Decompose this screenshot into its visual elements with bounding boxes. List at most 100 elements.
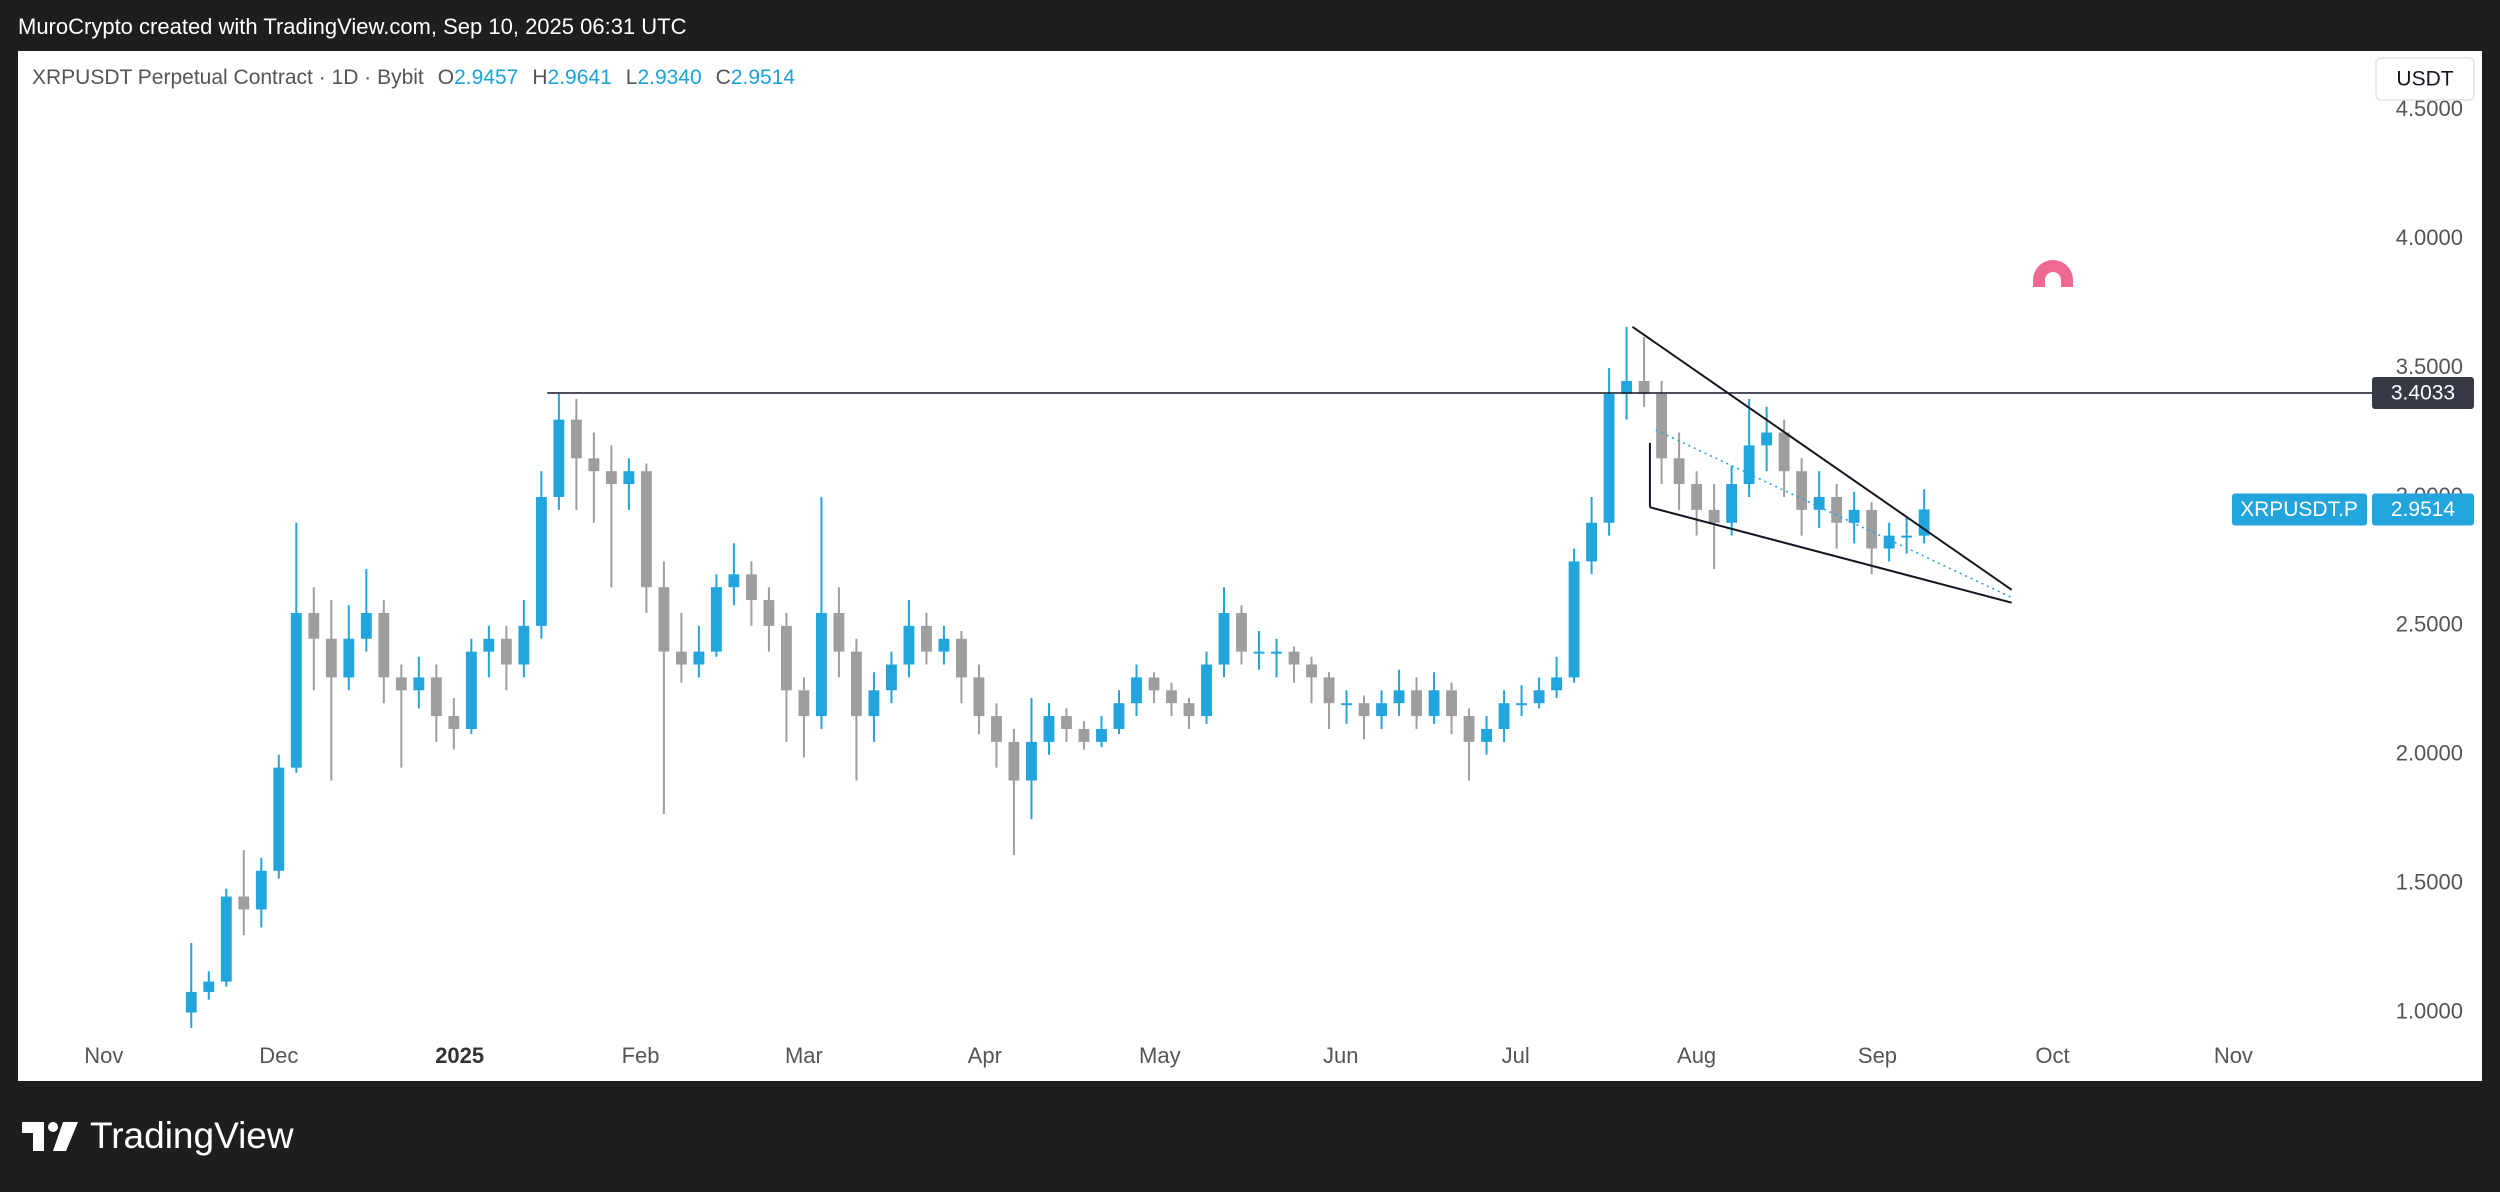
y-tick-label: 2.0000 [2396,741,2463,766]
candle-body [518,625,530,665]
x-tick-label: Jun [1323,1043,1358,1068]
candle-body [1341,703,1352,706]
x-tick-label: Sep [1858,1043,1897,1068]
logo-mark [22,1122,44,1151]
caption: MuroCrypto created with TradingView.com,… [18,14,687,39]
magnet-tip [2061,287,2073,294]
candle-body [203,981,215,992]
candle-body [570,419,582,459]
candle-body [290,612,302,768]
candle-body [1236,612,1247,652]
level-tag [2372,377,2474,410]
y-tick-label: 1.0000 [2396,998,2463,1023]
x-tick-label: Mar [785,1043,823,1068]
candle-body [1778,432,1790,472]
candle-body [851,651,862,717]
candle-body [1078,728,1090,742]
candle-body [1376,703,1387,717]
candle-body [1691,484,1703,510]
candle-body [1288,651,1300,665]
candle-body [693,651,705,665]
candle-body [1883,535,1895,549]
price-tag [2372,493,2474,526]
candle-body [1743,445,1755,485]
candle-body [255,870,267,910]
candle-body [465,651,477,729]
legend-key: L [625,66,638,89]
x-tick-label: Jul [1502,1043,1530,1068]
y-tick-label: 4.0000 [2396,225,2463,250]
candle-body [780,625,792,691]
candle-body [1621,380,1633,394]
candle-body [1516,703,1527,706]
candle-body [1831,496,1843,523]
candle-body [185,991,197,1013]
candle-body [273,767,285,871]
candle-body [308,612,320,639]
candle-body [1043,716,1055,742]
candle-body [763,600,775,626]
candle-body [553,419,565,497]
candle-body [1131,677,1142,704]
candle-body [1008,741,1020,781]
y-tick-label: 3.5000 [2396,354,2463,379]
candle-body [1411,690,1422,717]
legend: XRPUSDT Perpetual Contract · 1D · Bybit … [32,66,795,90]
candle-body [640,471,652,588]
usdt-button[interactable]: USDT [2375,57,2475,101]
button-box [2375,57,2475,101]
candle-body [1061,716,1072,729]
level-tag-text: 3.4033 [2391,382,2455,405]
candle-body [238,896,250,910]
candle-body [798,690,810,717]
candle-body [483,638,495,652]
candle-body [868,690,880,717]
trend-line [1631,326,2013,591]
ticker-tag-text: XRPUSDT.P [2240,498,2358,521]
candle-body [1358,703,1370,717]
candle-body [1568,561,1580,678]
legend-key: H [532,66,548,89]
candle-body [360,612,372,639]
candle-body [1708,509,1720,523]
legend-value: 2.9457 [454,66,519,89]
x-tick-label: 2025 [435,1043,484,1068]
tradingview-logo: TradingView [22,1115,294,1156]
candle-body [1656,393,1668,459]
candle-body [1481,728,1492,742]
candle-body [413,677,425,691]
candle-body [448,716,460,729]
logo-mark [53,1122,78,1151]
candle-body [1726,484,1738,523]
currency: USDT [2396,68,2453,91]
candle-body [1148,677,1160,691]
candle-body [220,896,232,982]
candle-body [1603,393,1615,523]
candle-body [1306,664,1317,678]
x-tick-label: Feb [622,1043,660,1068]
ticker-tag [2232,493,2367,526]
candle-body [728,574,740,588]
candle-body [1271,651,1282,654]
brand: TradingView [90,1115,294,1156]
magnet-tip [2033,287,2045,294]
legend-key: C [715,66,731,89]
candle-body [1183,703,1195,717]
candle-body [500,638,512,665]
candle-body [1323,677,1335,704]
y-tick-label: 1.5000 [2396,869,2463,894]
candle-body [815,612,827,717]
candle-body [886,664,897,691]
candle-body [343,638,355,678]
y-tick-label: 2.5000 [2396,612,2463,637]
candle-body [325,638,337,678]
candle-body [745,574,757,601]
candle-body [1866,509,1878,549]
candle-body [710,587,722,652]
price-tag-text: 2.9514 [2391,498,2456,521]
candle-body [658,587,670,652]
candle-body [1026,741,1037,781]
candle-body [1673,458,1685,485]
